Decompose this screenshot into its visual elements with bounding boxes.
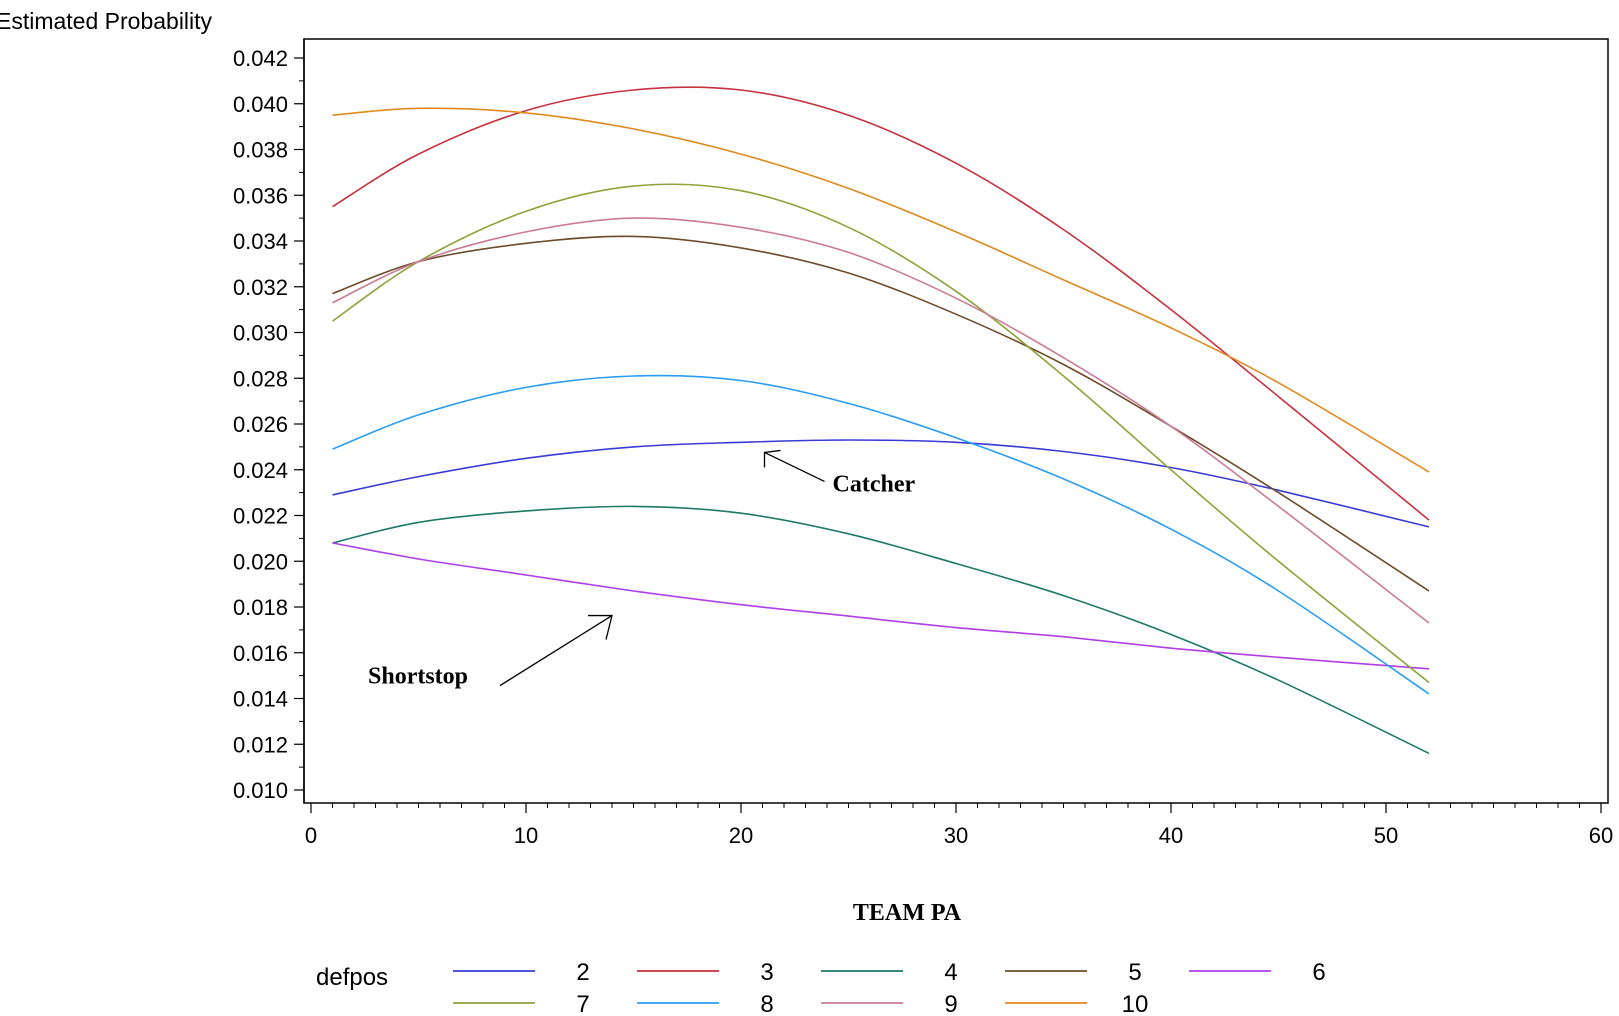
legend-label-8: 8 bbox=[760, 991, 773, 1016]
legend-label-3: 3 bbox=[760, 959, 773, 986]
y-axis-title: Estimated Probability bbox=[0, 8, 213, 34]
x-tick-label: 10 bbox=[514, 823, 538, 848]
catcher-arrow bbox=[764, 451, 825, 483]
x-tick-label: 0 bbox=[305, 823, 317, 848]
legend-label-2: 2 bbox=[576, 959, 589, 986]
shortstop-arrow bbox=[499, 615, 613, 687]
y-tick-label: 0.028 bbox=[233, 366, 288, 391]
catcher-arrowhead bbox=[763, 449, 781, 468]
plot-frame bbox=[303, 38, 1609, 804]
x-tick-label: 60 bbox=[1589, 823, 1613, 848]
y-tick-label: 0.040 bbox=[233, 92, 288, 117]
series-line-defpos-8 bbox=[332, 374, 1430, 695]
y-tick-label: 0.020 bbox=[233, 549, 288, 574]
y-tick-label: 0.034 bbox=[233, 229, 288, 254]
y-tick-label: 0.038 bbox=[233, 138, 288, 163]
series-line-defpos-2 bbox=[332, 439, 1430, 528]
legend: defpos 2 3 4 5 6 7 8 9 10 bbox=[316, 959, 1326, 1016]
y-tick-label: 0.032 bbox=[233, 275, 288, 300]
y-tick-label: 0.022 bbox=[233, 504, 288, 529]
series-line-defpos-4 bbox=[332, 505, 1430, 755]
y-tick-label: 0.010 bbox=[233, 778, 288, 803]
y-tick-label: 0.018 bbox=[233, 595, 288, 620]
annotations: Catcher Shortstop bbox=[368, 449, 916, 690]
x-axis: 0 10 20 30 40 50 60 bbox=[305, 803, 1613, 848]
legend-label-5: 5 bbox=[1128, 959, 1141, 986]
legend-label-7: 7 bbox=[576, 991, 589, 1016]
annotation-catcher: Catcher bbox=[833, 471, 916, 497]
series-line-defpos-5 bbox=[332, 235, 1430, 592]
legend-title: defpos bbox=[316, 964, 388, 991]
y-tick-label: 0.014 bbox=[233, 687, 288, 712]
x-tick-label: 40 bbox=[1159, 823, 1183, 848]
y-tick-label: 0.012 bbox=[233, 732, 288, 757]
x-axis-title: TEAM PA bbox=[853, 900, 962, 926]
y-tick-label: 0.036 bbox=[233, 183, 288, 208]
y-tick-label: 0.024 bbox=[233, 458, 288, 483]
series-line-defpos-3 bbox=[332, 86, 1430, 521]
legend-label-4: 4 bbox=[944, 959, 957, 986]
shortstop-arrowhead bbox=[588, 614, 613, 640]
series-line-defpos-10 bbox=[332, 107, 1430, 473]
x-tick-label: 20 bbox=[729, 823, 753, 848]
series-line-defpos-9 bbox=[332, 217, 1430, 624]
x-tick-label: 30 bbox=[944, 823, 968, 848]
y-axis: 0.010 0.012 0.014 0.016 0.018 0.020 0.022 0.024… bbox=[233, 39, 305, 803]
x-tick-label: 50 bbox=[1374, 823, 1398, 848]
legend-label-6: 6 bbox=[1312, 959, 1325, 986]
series-lines bbox=[332, 86, 1430, 755]
y-tick-label: 0.030 bbox=[233, 321, 288, 346]
legend-label-9: 9 bbox=[944, 991, 957, 1016]
legend-label-10: 10 bbox=[1122, 991, 1149, 1016]
y-tick-label: 0.026 bbox=[233, 412, 288, 437]
y-tick-label: 0.016 bbox=[233, 641, 288, 666]
y-axis-title-group: Estimated Probability bbox=[0, 8, 213, 34]
y-tick-label: 0.042 bbox=[233, 46, 288, 71]
annotation-shortstop: Shortstop bbox=[368, 664, 468, 690]
series-line-defpos-6 bbox=[332, 542, 1430, 670]
series-line-defpos-7 bbox=[332, 183, 1430, 684]
